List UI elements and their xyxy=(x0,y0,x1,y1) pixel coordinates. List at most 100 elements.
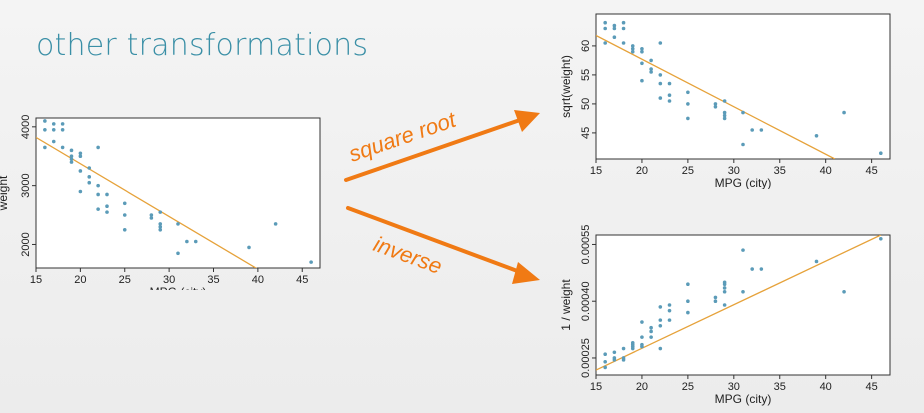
data-point xyxy=(69,154,74,159)
data-point xyxy=(158,210,163,214)
y-tick-label: 0.00025 xyxy=(580,338,592,378)
y-tick-label: 4000 xyxy=(20,115,32,139)
data-point xyxy=(686,310,690,315)
data-point xyxy=(105,204,109,209)
data-point xyxy=(603,359,607,364)
x-tick-label: 30 xyxy=(728,165,740,177)
data-point xyxy=(741,110,745,115)
data-point xyxy=(87,180,92,185)
x-tick-label: 15 xyxy=(590,165,602,177)
x-tick-label: 20 xyxy=(636,381,648,393)
data-point xyxy=(621,356,626,360)
inverse-arrow-shaft xyxy=(346,206,522,274)
inverse-weight-vs-mpg-chart: 15 20 25 30 35 40 45 0.00025 0.00040 0.00055 MPG (… xyxy=(560,225,891,406)
data-point xyxy=(43,127,47,132)
y-tick-label: 55 xyxy=(580,69,592,81)
data-point xyxy=(713,102,718,106)
y-tick-label: 2000 xyxy=(20,232,32,256)
data-point xyxy=(612,350,617,355)
data-point xyxy=(603,365,607,370)
x-tick-label: 45 xyxy=(866,381,878,393)
square-root-arrow: square root xyxy=(344,107,540,182)
data-point xyxy=(759,128,764,132)
x-tick-label: 20 xyxy=(636,165,648,177)
data-point xyxy=(149,213,154,217)
x-tick-label: 30 xyxy=(728,381,740,393)
data-point xyxy=(621,26,626,31)
data-point xyxy=(649,325,653,330)
data-point xyxy=(43,119,47,123)
x-tick-label: 40 xyxy=(820,381,832,393)
data-point xyxy=(722,110,727,115)
data-point xyxy=(96,207,100,211)
inverse-arrowhead xyxy=(512,262,540,284)
data-point xyxy=(87,166,92,170)
data-point xyxy=(176,222,180,226)
data-point xyxy=(722,280,727,285)
inverse-arrow: inverse xyxy=(346,206,540,284)
data-point xyxy=(649,335,653,339)
x-tick-label: 45 xyxy=(866,165,878,177)
data-point xyxy=(630,341,635,345)
data-point xyxy=(649,329,653,334)
data-point xyxy=(879,236,883,241)
data-point xyxy=(658,41,663,45)
data-point xyxy=(640,61,644,66)
data-point xyxy=(713,105,718,109)
data-point xyxy=(741,142,745,147)
y-axis-label: 1 / weight xyxy=(560,279,573,331)
data-point xyxy=(658,96,663,100)
data-point xyxy=(686,90,690,95)
data-point xyxy=(667,81,672,86)
data-point xyxy=(667,308,672,313)
x-tick-label: 35 xyxy=(774,165,786,177)
plot-area xyxy=(595,13,891,160)
data-point xyxy=(667,318,672,322)
square-root-arrowhead xyxy=(514,110,540,132)
data-point xyxy=(158,222,163,226)
y-tick-label: 0.00040 xyxy=(580,281,592,321)
x-tick-label: 20 xyxy=(74,274,86,286)
y-tick-label: 60 xyxy=(580,40,592,52)
data-point xyxy=(78,189,83,194)
x-tick-label: 40 xyxy=(820,165,832,177)
data-point xyxy=(658,81,663,86)
data-point xyxy=(69,148,74,153)
x-tick-label: 15 xyxy=(30,274,42,286)
data-point xyxy=(658,318,663,322)
data-point xyxy=(603,41,607,45)
data-point xyxy=(713,299,718,304)
data-point xyxy=(621,346,626,351)
x-tick-label: 25 xyxy=(682,381,694,393)
y-axis-label: weight xyxy=(0,175,10,211)
data-point xyxy=(78,154,83,159)
data-point xyxy=(686,102,690,106)
y-tick-label: 50 xyxy=(580,98,592,110)
plot-area xyxy=(595,234,891,376)
square-root-arrow-shaft xyxy=(344,118,522,182)
data-point xyxy=(686,282,690,286)
data-point xyxy=(640,47,644,51)
x-axis-label: MPG (city) xyxy=(150,285,207,290)
data-point xyxy=(879,151,883,155)
data-point xyxy=(612,23,617,28)
data-point xyxy=(722,303,727,307)
x-axis-label: MPG (city) xyxy=(715,392,772,406)
data-point xyxy=(612,35,617,39)
data-point xyxy=(176,251,180,256)
data-point xyxy=(722,113,727,118)
data-point xyxy=(640,78,644,83)
data-point xyxy=(105,192,109,197)
data-point xyxy=(51,127,56,132)
data-point xyxy=(96,145,100,150)
regression-line xyxy=(596,34,836,159)
data-point xyxy=(193,239,198,244)
data-point xyxy=(722,99,727,103)
data-point xyxy=(658,346,663,351)
x-tick-label: 25 xyxy=(682,165,694,177)
data-point xyxy=(51,122,56,126)
data-point xyxy=(741,289,745,294)
data-point xyxy=(658,324,663,328)
data-point xyxy=(43,145,47,150)
data-point xyxy=(640,320,644,324)
